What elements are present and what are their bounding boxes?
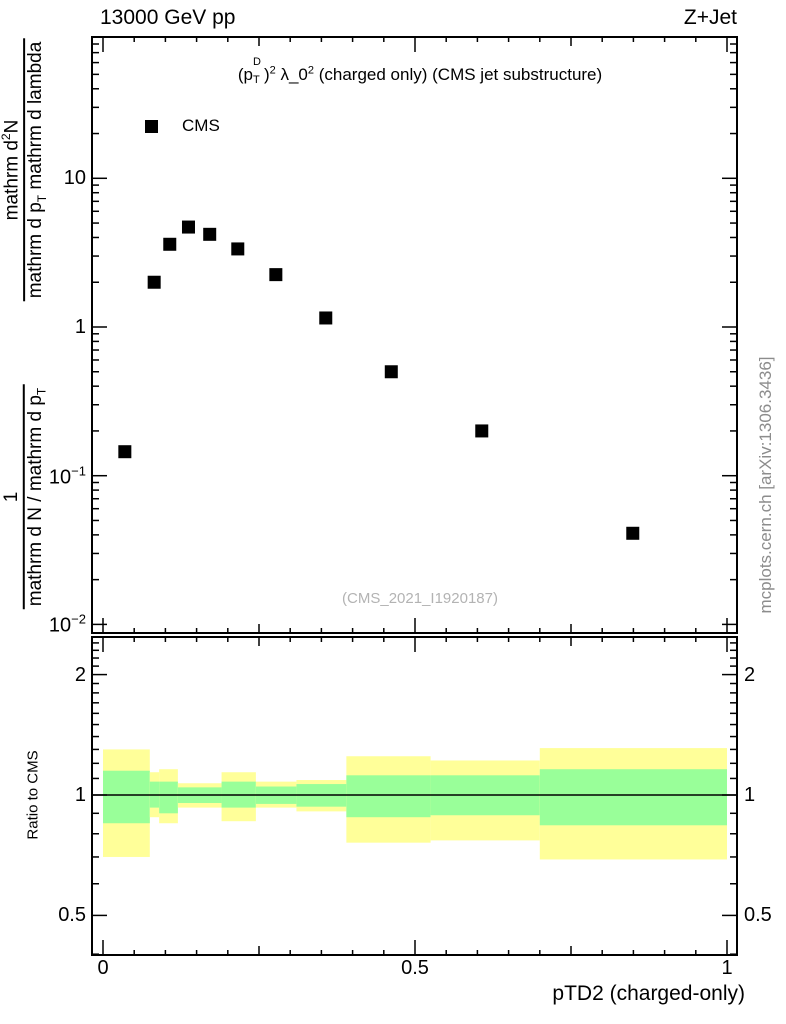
ratio-band-inner	[539, 769, 727, 826]
ratio-band-inner	[346, 775, 431, 818]
main-y-tick-label: 10−2	[48, 612, 86, 637]
ratio-y-tick-label: 0.5	[58, 904, 86, 927]
title-exponent: 2	[269, 64, 276, 77]
data-point-marker	[163, 237, 177, 251]
analysis-id-watermark: (CMS_2021_I1920187)	[342, 590, 498, 607]
x-axis-label: pTD2 (charged-only)	[552, 982, 745, 1005]
title-part: (p	[237, 65, 253, 84]
legend: CMS	[145, 116, 220, 136]
process-label: Z+Jet	[683, 6, 737, 29]
ratio-band-inner	[159, 781, 178, 814]
title-exponent: 2	[307, 64, 315, 77]
mcplots-credit: mcplots.cern.ch [arXiv:1306.3436]	[756, 356, 775, 614]
data-point-marker	[269, 268, 283, 282]
legend-label: CMS	[182, 116, 220, 135]
data-point-marker	[203, 227, 217, 241]
data-point-marker	[319, 311, 333, 325]
fraction-denominator: mathrm d N / mathrm d pT	[22, 384, 50, 610]
ratio-y-tick-label: 2	[74, 663, 86, 686]
x-tick-label: 1	[721, 957, 733, 979]
ratio-y-tick-label: 1	[74, 784, 86, 806]
data-point-marker	[384, 365, 398, 379]
ratio-y-tick-label: 2	[744, 663, 756, 686]
data-point-marker	[181, 220, 195, 234]
title-part: (charged only) (CMS jet substructure)	[314, 65, 603, 84]
beam-energy-label: 13000 GeV pp	[100, 6, 236, 29]
x-tick-label: 0.5	[401, 957, 429, 979]
main-y-tick-label: 10−1	[48, 463, 86, 489]
fraction-numerator: 1	[0, 491, 22, 503]
cms-legend-marker-icon	[145, 119, 158, 133]
ratio-y-tick-label: 1	[744, 784, 756, 806]
data-point-marker	[231, 242, 245, 256]
x-tick-label: 0	[97, 957, 109, 979]
fraction-numerator: mathrm d2N	[0, 119, 23, 221]
data-point-marker	[626, 526, 640, 540]
title-part: λ_0	[275, 65, 308, 84]
ratio-band-inner	[103, 770, 150, 824]
title-part: )	[263, 65, 270, 84]
main-y-tick-label: 10	[63, 167, 86, 190]
data-point-marker	[147, 275, 161, 289]
data-point-marker	[475, 424, 489, 438]
plot-title: (p D T)2 λ_02 (charged only) (CMS jet subs…	[237, 56, 603, 86]
data-point-marker	[118, 445, 132, 459]
ratio-y-tick-label: 0.5	[744, 904, 772, 927]
y-axis-label-lower-fraction: 1 mathrm d N / mathrm d pT	[0, 384, 50, 610]
main-y-tick-label: 1	[74, 316, 86, 338]
